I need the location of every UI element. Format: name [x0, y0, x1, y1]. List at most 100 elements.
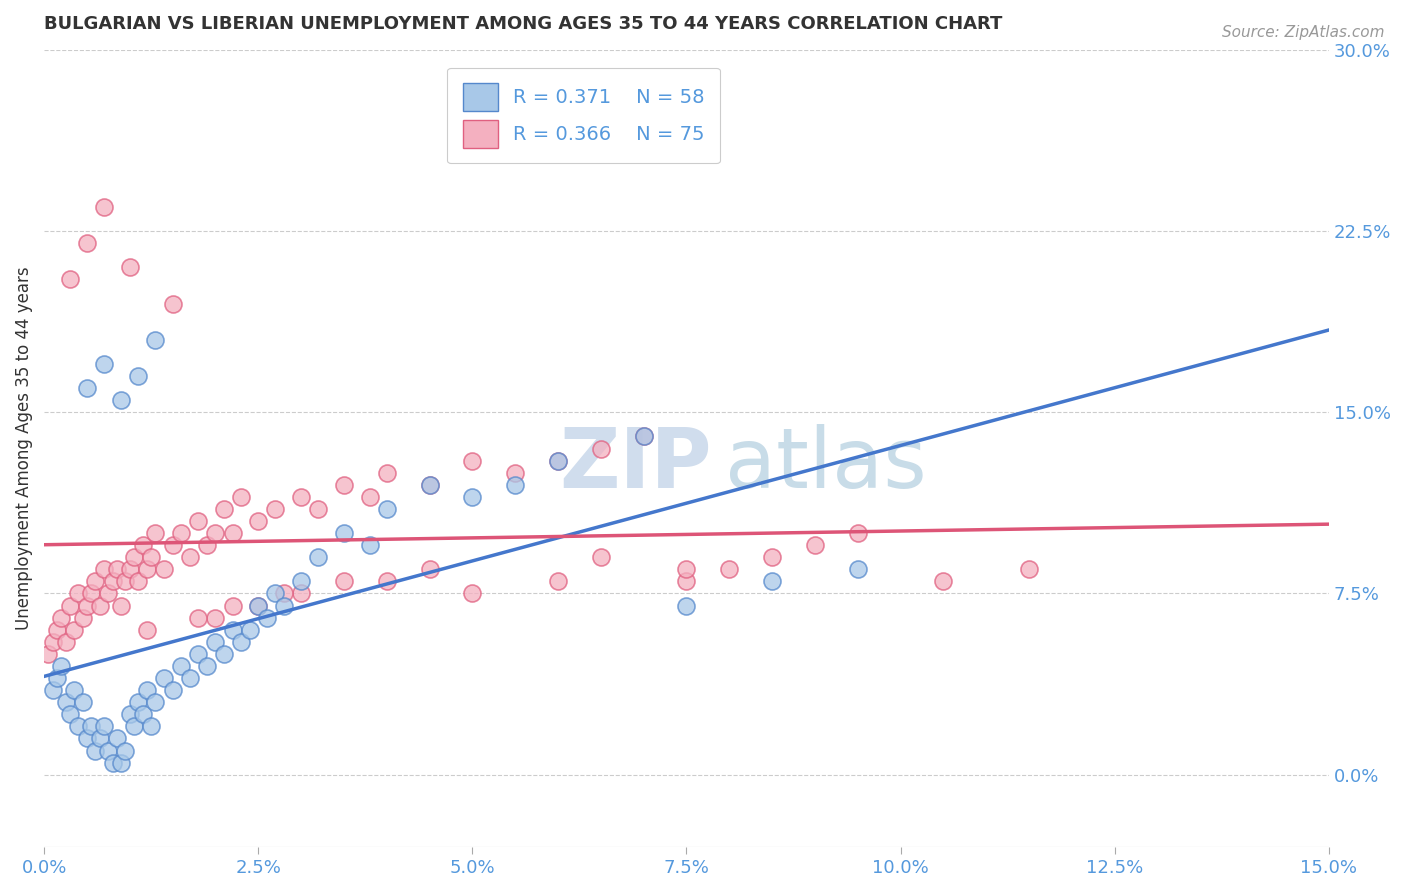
Point — [221, 526, 243, 541]
Point — [247, 514, 270, 528]
Point — [290, 586, 312, 600]
Point — [273, 586, 295, 600]
Point — [212, 647, 235, 661]
Point — [67, 719, 90, 733]
Point — [247, 599, 270, 613]
Point — [46, 623, 69, 637]
Point — [41, 683, 63, 698]
Point — [153, 562, 176, 576]
Point — [84, 574, 107, 589]
Point — [264, 502, 287, 516]
Point — [93, 200, 115, 214]
Point — [256, 610, 278, 624]
Point — [761, 550, 783, 565]
Point — [675, 562, 697, 576]
Point — [359, 538, 381, 552]
Point — [170, 659, 193, 673]
Point — [97, 586, 120, 600]
Point — [118, 260, 141, 275]
Point — [333, 526, 356, 541]
Point — [72, 695, 94, 709]
Point — [114, 574, 136, 589]
Point — [204, 635, 226, 649]
Point — [122, 719, 145, 733]
Point — [195, 659, 218, 673]
Point — [162, 683, 184, 698]
Point — [418, 477, 440, 491]
Point — [76, 236, 98, 251]
Point — [589, 550, 612, 565]
Point — [63, 623, 86, 637]
Point — [461, 490, 484, 504]
Point — [110, 393, 132, 408]
Legend: R = 0.371    N = 58, R = 0.366    N = 75: R = 0.371 N = 58, R = 0.366 N = 75 — [447, 68, 720, 163]
Point — [375, 502, 398, 516]
Point — [93, 357, 115, 371]
Point — [846, 562, 869, 576]
Point — [141, 550, 163, 565]
Point — [547, 453, 569, 467]
Point — [333, 574, 356, 589]
Point — [461, 453, 484, 467]
Point — [59, 707, 82, 722]
Point — [633, 429, 655, 443]
Point — [187, 610, 209, 624]
Point — [333, 477, 356, 491]
Point — [76, 599, 98, 613]
Point — [145, 333, 167, 347]
Text: BULGARIAN VS LIBERIAN UNEMPLOYMENT AMONG AGES 35 TO 44 YEARS CORRELATION CHART: BULGARIAN VS LIBERIAN UNEMPLOYMENT AMONG… — [44, 15, 1002, 33]
Point — [273, 599, 295, 613]
Point — [59, 272, 82, 286]
Point — [187, 647, 209, 661]
Point — [179, 550, 201, 565]
Point — [80, 719, 103, 733]
Point — [162, 538, 184, 552]
Point — [55, 635, 77, 649]
Point — [229, 490, 252, 504]
Point — [153, 671, 176, 685]
Point — [307, 550, 329, 565]
Point — [418, 477, 440, 491]
Point — [204, 526, 226, 541]
Point — [110, 599, 132, 613]
Point — [375, 466, 398, 480]
Point — [195, 538, 218, 552]
Point — [41, 635, 63, 649]
Point — [118, 562, 141, 576]
Point — [145, 526, 167, 541]
Point — [135, 623, 157, 637]
Point — [375, 574, 398, 589]
Point — [589, 442, 612, 456]
Point — [76, 731, 98, 746]
Point — [63, 683, 86, 698]
Point — [59, 599, 82, 613]
Point — [761, 574, 783, 589]
Point — [461, 586, 484, 600]
Point — [89, 731, 111, 746]
Point — [418, 562, 440, 576]
Point — [127, 574, 149, 589]
Text: ZIP: ZIP — [560, 424, 711, 505]
Point — [290, 574, 312, 589]
Point — [187, 514, 209, 528]
Point — [804, 538, 827, 552]
Point — [547, 453, 569, 467]
Point — [55, 695, 77, 709]
Point — [101, 756, 124, 770]
Point — [162, 296, 184, 310]
Point — [170, 526, 193, 541]
Point — [547, 574, 569, 589]
Point — [221, 623, 243, 637]
Point — [204, 610, 226, 624]
Point — [105, 562, 128, 576]
Point — [127, 695, 149, 709]
Point — [359, 490, 381, 504]
Point — [239, 623, 262, 637]
Text: Source: ZipAtlas.com: Source: ZipAtlas.com — [1222, 25, 1385, 40]
Point — [46, 671, 69, 685]
Point — [675, 574, 697, 589]
Text: atlas: atlas — [725, 424, 927, 505]
Point — [76, 381, 98, 395]
Point — [503, 477, 526, 491]
Point — [110, 756, 132, 770]
